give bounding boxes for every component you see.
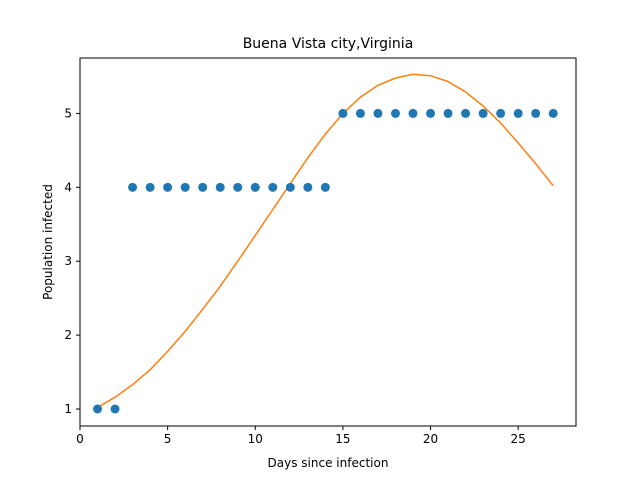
data-point <box>250 182 260 192</box>
x-tick-label: 20 <box>423 432 438 446</box>
data-point <box>496 108 506 118</box>
y-axis-ticks: 1 2 3 4 5 <box>64 106 80 416</box>
data-point <box>426 108 436 118</box>
plot-area <box>93 73 558 414</box>
data-point <box>128 182 138 192</box>
y-tick-label: 4 <box>64 180 72 194</box>
y-axis-label: Population infected <box>41 184 55 300</box>
data-point <box>513 108 523 118</box>
data-point <box>163 182 173 192</box>
chart-title: Buena Vista city,Virginia <box>243 36 414 52</box>
y-tick-label: 1 <box>64 402 72 416</box>
data-point <box>461 108 471 118</box>
data-point <box>478 108 488 118</box>
data-point <box>408 108 418 118</box>
data-point <box>93 404 103 414</box>
data-point <box>548 108 558 118</box>
fit-line <box>97 73 554 409</box>
x-tick-label: 5 <box>164 432 172 446</box>
x-tick-label: 25 <box>511 432 526 446</box>
x-axis-label: Days since infection <box>268 456 389 470</box>
data-point <box>285 182 295 192</box>
x-tick-label: 0 <box>76 432 84 446</box>
data-point <box>110 404 120 414</box>
data-point <box>390 108 400 118</box>
data-point <box>268 182 278 192</box>
data-point <box>303 182 313 192</box>
data-point <box>443 108 453 118</box>
data-point <box>531 108 541 118</box>
data-point <box>338 108 348 118</box>
y-tick-label: 3 <box>64 254 72 268</box>
data-point <box>233 182 243 192</box>
data-point <box>180 182 190 192</box>
y-tick-label: 5 <box>64 106 72 120</box>
data-point <box>215 182 225 192</box>
y-tick-label: 2 <box>64 328 72 342</box>
x-tick-label: 10 <box>248 432 263 446</box>
plot-frame <box>79 57 577 427</box>
data-point <box>198 182 208 192</box>
data-point <box>373 108 383 118</box>
x-axis-ticks: 0 5 10 15 20 25 <box>76 426 526 446</box>
data-point <box>320 182 330 192</box>
data-point <box>145 182 155 192</box>
data-point <box>355 108 365 118</box>
x-tick-label: 15 <box>335 432 350 446</box>
